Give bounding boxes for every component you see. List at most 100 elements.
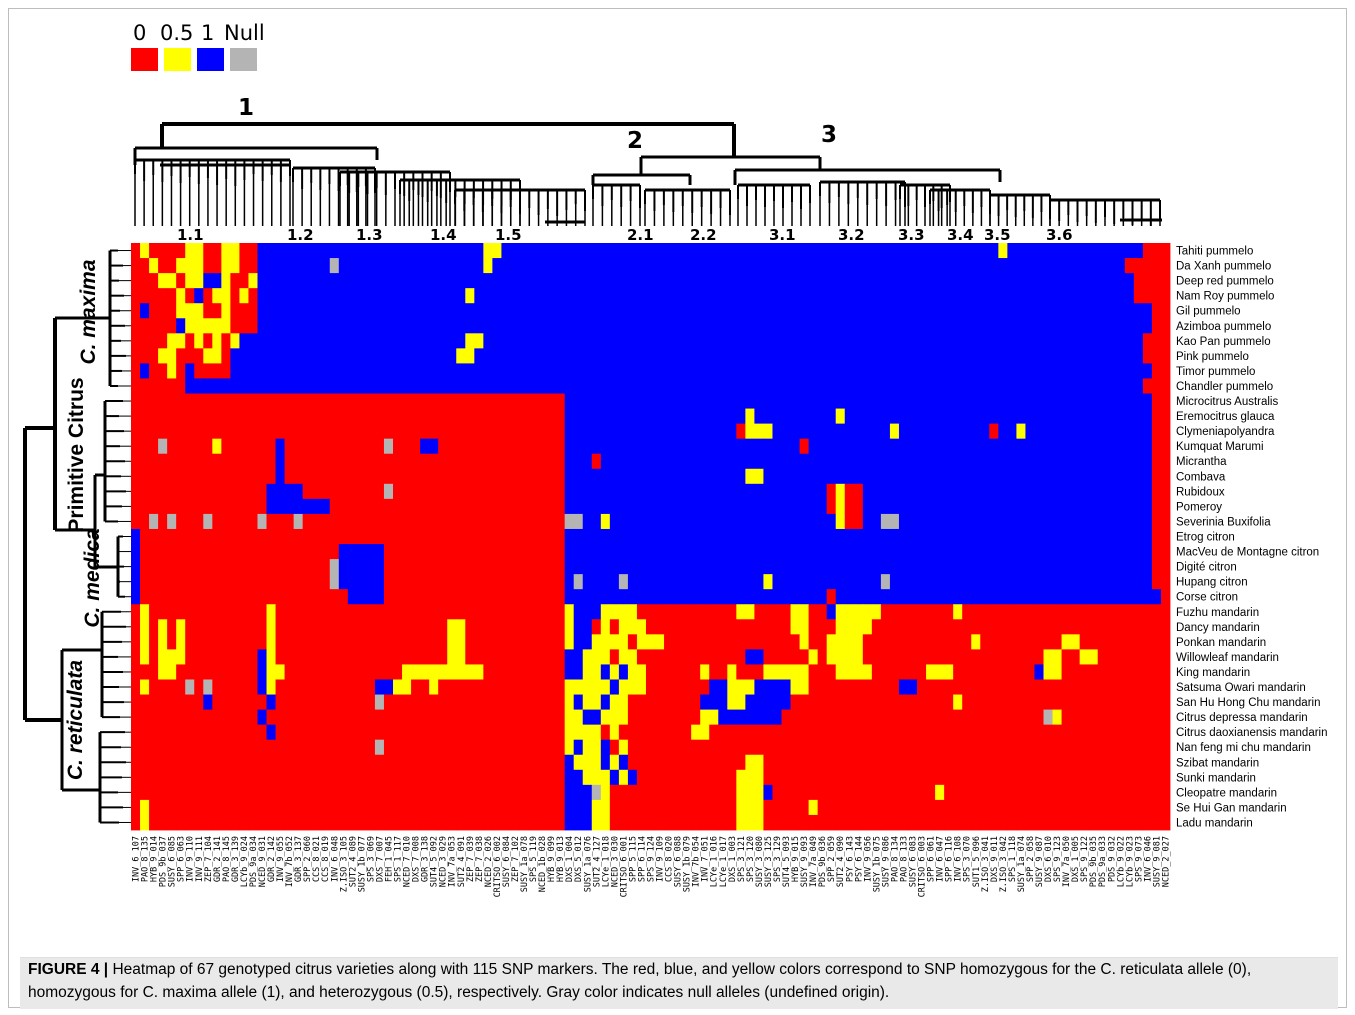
heatmap-cell [510, 243, 520, 259]
heatmap-cell [1070, 423, 1081, 440]
heatmap-cell [889, 559, 900, 575]
heatmap-cell [799, 559, 809, 575]
heatmap-cell [131, 318, 141, 334]
column-label: GDR_3_137 [294, 836, 304, 882]
heatmap-cell [356, 739, 367, 756]
heatmap-cell [880, 679, 891, 695]
row-label: Citrus depressa mandarin [1176, 712, 1308, 724]
heatmap-cell [383, 559, 394, 575]
heatmap-cell [917, 739, 927, 756]
heatmap-cell [1079, 574, 1090, 590]
heatmap-cell [817, 288, 828, 304]
heatmap-cell [700, 243, 710, 259]
heatmap-cell [492, 664, 502, 680]
heatmap-cell [492, 784, 502, 801]
heatmap-cell [618, 649, 629, 665]
heatmap-cell [194, 544, 204, 560]
heatmap-cell [374, 574, 385, 590]
heatmap-cell [167, 303, 177, 319]
heatmap-cell [636, 544, 647, 560]
heatmap-cell [483, 318, 493, 334]
heatmap-cell [754, 724, 764, 741]
heatmap-cell [194, 333, 204, 349]
heatmap-cell [248, 513, 258, 530]
heatmap-cell [1151, 694, 1162, 710]
heatmap-cell [194, 589, 204, 605]
heatmap-cell [799, 604, 809, 620]
heatmap-cell [636, 363, 647, 379]
heatmap-cell [944, 438, 954, 455]
heatmap-cell [655, 619, 665, 635]
heatmap-cell [483, 544, 493, 560]
heatmap-cell [935, 604, 945, 620]
legend-label: 1 [201, 21, 214, 45]
heatmap-cell [1151, 318, 1162, 334]
heatmap-cell [1115, 634, 1126, 650]
heatmap-cell [402, 438, 412, 455]
heatmap-cell [365, 528, 376, 545]
heatmap-cell [266, 604, 276, 620]
heatmap-cell [420, 559, 430, 575]
heatmap-cell [962, 814, 972, 831]
heatmap-cell [781, 318, 791, 334]
heatmap-cell [889, 724, 900, 741]
heatmap-cell [194, 694, 204, 710]
heatmap-cell [907, 468, 918, 485]
heatmap-cell [754, 408, 764, 425]
heatmap-cell [926, 589, 936, 605]
heatmap-cell [1097, 544, 1108, 560]
heatmap-cell [627, 664, 638, 680]
heatmap-cell [528, 634, 538, 650]
heatmap-cell [1115, 318, 1126, 334]
heatmap-cell [1007, 258, 1017, 274]
heatmap-cell [736, 303, 746, 319]
heatmap-cell [537, 619, 547, 635]
heatmap-grid [131, 243, 1171, 831]
heatmap-cell [483, 483, 493, 500]
heatmap-cell [329, 679, 340, 695]
heatmap-cell [1016, 528, 1026, 545]
heatmap-cell [799, 589, 809, 605]
heatmap-cell [582, 694, 593, 710]
heatmap-cell [953, 649, 963, 665]
heatmap-cell [935, 664, 945, 680]
heatmap-cell [1124, 483, 1135, 500]
heatmap-cell [907, 769, 918, 786]
heatmap-cell [907, 363, 918, 379]
heatmap-cell [935, 589, 945, 605]
heatmap-cell [302, 709, 313, 726]
heatmap-cell [257, 694, 267, 710]
heatmap-cell [338, 528, 349, 545]
heatmap-cell [790, 739, 800, 756]
heatmap-cell [176, 604, 186, 620]
heatmap-cell [1025, 498, 1035, 515]
heatmap-cell [1115, 739, 1126, 756]
heatmap-cell [971, 378, 981, 394]
row-label: Combava [1176, 471, 1226, 483]
heatmap-cell [176, 363, 186, 379]
heatmap-cell [393, 423, 403, 440]
heatmap-cell [528, 604, 538, 620]
heatmap-cell [600, 634, 611, 650]
heatmap-cell [971, 739, 981, 756]
heatmap-cell [248, 333, 258, 349]
heatmap-cell [627, 709, 638, 726]
heatmap-cell [1151, 393, 1162, 409]
heatmap-cell [149, 604, 159, 620]
heatmap-cell [781, 498, 791, 515]
heatmap-cell [149, 799, 159, 816]
legend-swatch [230, 48, 257, 71]
heatmap-cell [1160, 303, 1171, 319]
heatmap-cell [492, 649, 502, 665]
heatmap-cell [1088, 408, 1099, 425]
heatmap-cell [962, 258, 972, 274]
heatmap-cell [853, 393, 864, 409]
heatmap-cell [546, 724, 557, 741]
heatmap-cell [284, 273, 295, 289]
heatmap-cell [429, 243, 439, 259]
heatmap-cell [1151, 378, 1162, 394]
heatmap-cell [248, 423, 258, 440]
heatmap-cell [1070, 528, 1081, 545]
heatmap-cell [1070, 273, 1081, 289]
heatmap-cell [1124, 333, 1135, 349]
